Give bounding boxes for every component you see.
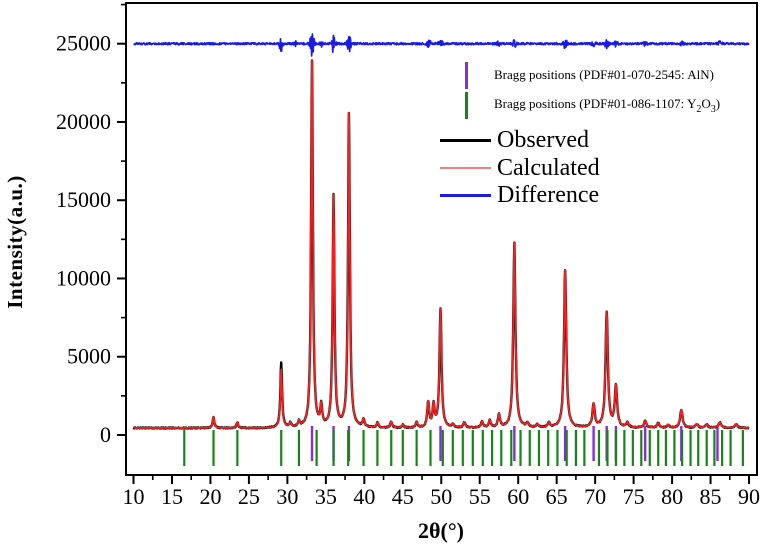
calculated-curve bbox=[132, 59, 750, 430]
legend-observed: Observed bbox=[440, 126, 589, 154]
x-tick-label: 80 bbox=[661, 484, 683, 509]
x-tick-label: 25 bbox=[238, 484, 260, 509]
x-tick-label: 60 bbox=[507, 484, 529, 509]
legend-bragg-aln-label: Bragg positions (PDF#01-070-2545: AlN) bbox=[494, 67, 714, 82]
legend-calculated-label: Calculated bbox=[497, 154, 600, 181]
bragg-aln-tick-icon bbox=[465, 61, 468, 89]
x-tick-label: 30 bbox=[276, 484, 298, 509]
x-tick-label: 15 bbox=[161, 484, 183, 509]
y-tick-label: 0 bbox=[100, 422, 111, 447]
y-tick-label: 15000 bbox=[56, 187, 111, 212]
x-tick-label: 10 bbox=[123, 484, 145, 509]
legend-difference-label: Difference bbox=[497, 181, 600, 208]
calculated-line-icon bbox=[440, 167, 491, 169]
observed-line-icon bbox=[440, 138, 491, 142]
legend-calculated: Calculated bbox=[440, 154, 600, 182]
x-tick-label: 50 bbox=[430, 484, 452, 509]
legend-bragg-y2o3: Bragg positions (PDF#01-086-1107: Y2O3) bbox=[465, 91, 720, 119]
x-tick-label: 65 bbox=[546, 484, 568, 509]
bragg-ticks-y2o3 bbox=[183, 430, 744, 466]
y-tick-label: 25000 bbox=[56, 31, 111, 56]
legend-difference: Difference bbox=[440, 181, 599, 209]
bragg-y2o3-tick-icon bbox=[465, 91, 468, 119]
legend-bragg-aln: Bragg positions (PDF#01-070-2545: AlN) bbox=[465, 61, 714, 89]
x-tick-label: 45 bbox=[392, 484, 414, 509]
x-tick-label: 90 bbox=[738, 484, 760, 509]
axis-tick-labels: 10 15 20 25 30 35 40 45 50 55 60 65 70 75 80 85 90 0 5000 1… bbox=[56, 31, 760, 509]
x-tick-label: 85 bbox=[700, 484, 722, 509]
difference-curve bbox=[133, 33, 750, 57]
x-tick-label: 55 bbox=[469, 484, 491, 509]
x-tick-label: 35 bbox=[315, 484, 337, 509]
x-tick-label: 70 bbox=[584, 484, 606, 509]
difference-line-icon bbox=[440, 193, 491, 197]
x-tick-label: 40 bbox=[353, 484, 375, 509]
y-tick-label: 5000 bbox=[67, 344, 111, 369]
x-axis-title: 2θ(°) bbox=[418, 518, 464, 543]
legend-bragg-y2o3-label: Bragg positions (PDF#01-086-1107: Y2O3) bbox=[494, 95, 721, 115]
y-axis-title: Intensity(a.u.) bbox=[3, 175, 27, 309]
y-tick-label: 10000 bbox=[56, 265, 111, 290]
y-tick-label: 20000 bbox=[56, 109, 111, 134]
axis-ticks bbox=[117, 3, 751, 484]
x-tick-label: 20 bbox=[199, 484, 221, 509]
x-tick-label: 75 bbox=[623, 484, 645, 509]
legend-observed-label: Observed bbox=[497, 126, 589, 153]
